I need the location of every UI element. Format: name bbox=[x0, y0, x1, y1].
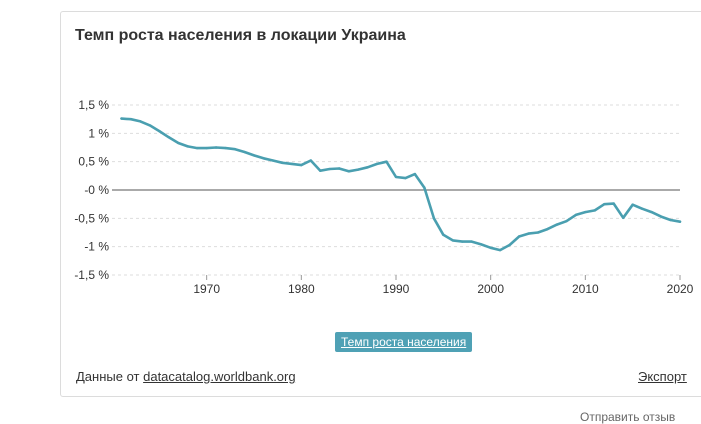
y-tick-label: 0,5 % bbox=[78, 155, 109, 169]
data-point bbox=[328, 167, 331, 171]
x-tick-label: 2000 bbox=[477, 282, 504, 296]
data-point bbox=[233, 148, 237, 151]
data-point bbox=[603, 202, 606, 206]
data-point bbox=[678, 220, 682, 223]
data-point bbox=[650, 210, 653, 214]
source-link[interactable]: datacatalog.worldbank.org bbox=[143, 369, 296, 384]
data-point bbox=[262, 157, 265, 160]
data-point bbox=[309, 159, 312, 162]
data-point bbox=[224, 146, 227, 150]
feedback-link[interactable]: Отправить отзыв bbox=[580, 410, 676, 424]
data-point bbox=[584, 210, 587, 214]
data-point bbox=[517, 235, 521, 238]
data-point bbox=[546, 227, 549, 231]
data-point bbox=[565, 219, 568, 223]
data-point bbox=[423, 186, 426, 189]
data-point bbox=[366, 166, 369, 169]
grid-lines bbox=[112, 104, 680, 276]
x-tick-label: 2010 bbox=[572, 282, 599, 296]
data-point bbox=[139, 120, 142, 123]
data-point bbox=[186, 145, 189, 148]
data-point bbox=[536, 231, 540, 234]
data-point bbox=[214, 146, 218, 149]
data-point bbox=[385, 160, 388, 163]
data-point bbox=[574, 213, 578, 217]
x-tick-label: 2020 bbox=[667, 282, 694, 296]
data-point bbox=[281, 161, 284, 164]
y-tick-label: 1 % bbox=[88, 126, 109, 140]
data-point bbox=[338, 167, 341, 170]
data-point bbox=[489, 246, 492, 249]
x-tick-label: 1970 bbox=[193, 282, 220, 296]
data-point bbox=[319, 169, 322, 172]
data-point bbox=[394, 175, 398, 179]
data-point bbox=[120, 117, 123, 120]
source-attribution: Данные от datacatalog.worldbank.org bbox=[76, 369, 296, 384]
data-point bbox=[375, 162, 379, 166]
data-point bbox=[669, 218, 672, 222]
data-point bbox=[243, 150, 246, 154]
data-point bbox=[659, 215, 663, 218]
data-point bbox=[555, 223, 559, 226]
data-point bbox=[527, 232, 530, 235]
data-point bbox=[413, 172, 417, 176]
data-point bbox=[271, 159, 275, 162]
chart-card: Темп роста населения в локации Украина 1… bbox=[60, 11, 701, 397]
y-tick-label: -1,5 % bbox=[74, 268, 109, 282]
series-line bbox=[120, 117, 682, 252]
data-point bbox=[451, 239, 454, 242]
line-chart: 1,5 %1 %0,5 %-0 %-0,5 %-1 %-1,5 % 1970 19… bbox=[74, 98, 694, 296]
data-point bbox=[129, 117, 133, 121]
legend-series-button[interactable]: Темп роста населения bbox=[335, 332, 473, 352]
data-point bbox=[432, 217, 436, 220]
x-tick-label: 1980 bbox=[288, 282, 315, 296]
data-point bbox=[442, 233, 445, 236]
y-tick-label: -0 % bbox=[84, 183, 109, 197]
data-point bbox=[205, 146, 208, 150]
data-point bbox=[252, 154, 256, 157]
series-layer bbox=[120, 117, 682, 252]
y-tick-label: -1 % bbox=[84, 240, 109, 254]
data-point bbox=[290, 162, 294, 166]
source-prefix: Данные от bbox=[76, 369, 140, 384]
y-tick-label: 1,5 % bbox=[78, 98, 109, 112]
data-point bbox=[470, 240, 473, 243]
data-point bbox=[167, 136, 170, 139]
data-point bbox=[148, 124, 152, 127]
data-point bbox=[158, 129, 161, 133]
data-point bbox=[508, 243, 511, 247]
data-point bbox=[593, 209, 596, 212]
data-point bbox=[196, 146, 199, 150]
data-point bbox=[404, 176, 407, 180]
y-tick-label: -0,5 % bbox=[74, 211, 109, 225]
x-axis-ticks: 1970 1980 1990 2000 2010 2020 bbox=[193, 275, 694, 296]
x-tick-label: 1990 bbox=[383, 282, 410, 296]
data-point bbox=[631, 203, 634, 206]
data-point bbox=[300, 163, 303, 167]
data-point bbox=[640, 207, 644, 210]
export-link[interactable]: Экспорт bbox=[638, 369, 687, 384]
data-point bbox=[622, 216, 625, 219]
y-axis-ticks: 1,5 % 1 % 0,5 % -0 % -0,5 % -1 % -1,5 % bbox=[74, 98, 109, 282]
data-point bbox=[498, 248, 502, 252]
chart-title: Темп роста населения в локации Украина bbox=[75, 27, 406, 44]
data-point bbox=[347, 170, 350, 173]
data-point bbox=[461, 240, 464, 243]
data-point bbox=[612, 202, 615, 205]
data-point bbox=[480, 243, 483, 246]
data-point bbox=[177, 141, 180, 145]
data-point bbox=[356, 168, 360, 171]
